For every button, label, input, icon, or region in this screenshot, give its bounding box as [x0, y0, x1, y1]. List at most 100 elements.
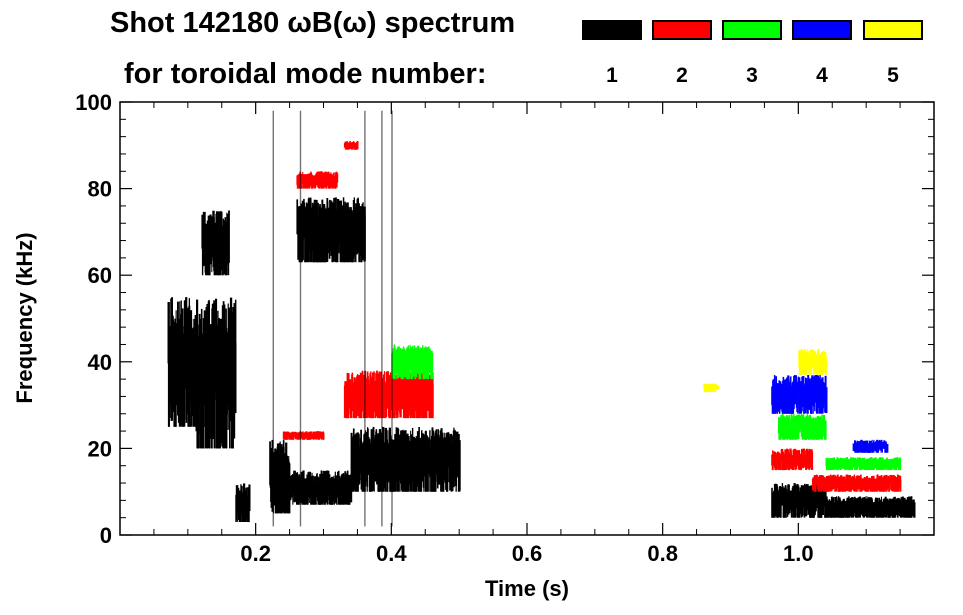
legend-swatch-2: [652, 20, 712, 40]
spectral-point: [780, 455, 782, 468]
spectral-point: [882, 457, 884, 464]
spectral-point: [277, 463, 280, 505]
spectral-point: [318, 433, 320, 440]
spectral-point: [372, 426, 375, 460]
spectral-point: [810, 357, 812, 375]
legend-label-3: 3: [746, 64, 758, 87]
broadband-streak: [299, 110, 302, 527]
spectral-point: [357, 141, 359, 150]
spectral-point: [780, 449, 783, 462]
x-tick-label: 0.8: [647, 541, 678, 566]
mode-1-region-1: [194, 297, 237, 449]
spectral-point: [422, 386, 424, 419]
spectral-point: [446, 444, 449, 492]
mode-2-region-1: [343, 141, 359, 150]
spectral-point: [850, 502, 853, 518]
spectral-point: [802, 376, 805, 395]
spectral-marks: [167, 110, 916, 527]
y-axis-label: Frequency (kHz): [12, 232, 37, 403]
spectral-point: [856, 443, 859, 453]
spectral-point: [419, 383, 422, 416]
spectral-point: [234, 299, 237, 410]
spectral-point: [417, 384, 419, 419]
axis-ticks: 0 20 40 60 80 100 0.2 0.4 0.6 0.8 1.0: [75, 90, 934, 566]
legend-swatch-5: [863, 20, 923, 40]
spectral-point: [396, 444, 398, 482]
chart-title-line-1: Shot 142180 ωB(ω) spectrum: [110, 7, 516, 39]
spectral-point: [881, 460, 883, 470]
spectral-point: [801, 386, 804, 408]
x-axis-label: Time (s): [485, 576, 569, 601]
spectral-point: [715, 386, 717, 393]
mode-2-region-3: [282, 431, 325, 440]
spectral-point: [379, 384, 381, 419]
chart-title-line-2: for toroidal mode number:: [124, 58, 487, 90]
mode-1-region-8: [771, 483, 827, 518]
spectral-point: [865, 496, 867, 510]
spectral-point: [811, 451, 814, 470]
spectral-point: [784, 385, 786, 414]
spectral-point: [336, 481, 338, 505]
mode-4-region-1: [852, 439, 889, 453]
spectral-point: [790, 452, 792, 470]
spectral-point: [279, 441, 281, 475]
spectral-point: [849, 460, 852, 471]
spectral-point: [879, 457, 882, 465]
mode-1-region-4: [269, 439, 291, 514]
spectral-point: [891, 461, 893, 470]
spectral-point: [419, 348, 422, 380]
spectral-point: [342, 197, 345, 237]
spectral-point: [888, 477, 890, 492]
spectral-point: [789, 388, 791, 414]
mode-1-region-2: [201, 210, 230, 276]
plot-frame: [119, 101, 935, 536]
mode-3-region-0: [391, 344, 434, 380]
spectral-point: [871, 457, 873, 464]
spectral-point: [709, 384, 712, 389]
spectral-point: [336, 173, 339, 183]
spectral-point: [871, 439, 873, 447]
y-tick-label: 20: [88, 436, 112, 461]
spectral-point: [910, 496, 913, 508]
y-tick-label: 40: [88, 350, 112, 375]
spectral-point: [350, 385, 353, 419]
spectral-point: [196, 299, 199, 375]
spectral-point: [341, 218, 344, 263]
legend-swatch-4: [792, 20, 852, 40]
spectral-point: [798, 376, 800, 395]
mode-1-region-0: [167, 297, 197, 427]
spectral-point: [431, 383, 434, 419]
spectral-point: [824, 492, 827, 518]
legend-label-2: 2: [676, 64, 688, 87]
spectral-point: [817, 492, 819, 518]
mode-2-region-4: [771, 448, 814, 471]
spectral-point: [458, 443, 461, 492]
spectral-point: [322, 433, 324, 440]
legend-label-4: 4: [816, 64, 828, 87]
spectral-point: [323, 432, 325, 440]
spectral-point: [794, 494, 795, 518]
broadband-streak: [272, 110, 274, 527]
spectral-point: [817, 348, 820, 362]
y-tick-label: 80: [88, 177, 112, 202]
mode-1-region-5: [289, 470, 353, 505]
spectral-point: [403, 442, 406, 492]
spectral-point: [886, 444, 889, 453]
legend-label-5: 5: [887, 64, 899, 87]
x-tick-label: 0.4: [376, 541, 407, 566]
y-tick-label: 60: [88, 263, 112, 288]
mode-4-region-0: [771, 375, 828, 414]
spectral-point: [772, 454, 774, 471]
spectral-point: [873, 441, 875, 453]
spectral-point: [879, 479, 882, 492]
broadband-streak: [391, 110, 393, 527]
spectral-point: [445, 446, 447, 490]
mode-1-region-7: [350, 426, 461, 492]
spectral-point: [785, 451, 787, 470]
spectral-point: [716, 385, 719, 390]
spectral-point: [293, 434, 295, 440]
spectral-point: [825, 484, 827, 503]
legend-label-1: 1: [606, 64, 618, 87]
spectral-point: [797, 421, 800, 436]
